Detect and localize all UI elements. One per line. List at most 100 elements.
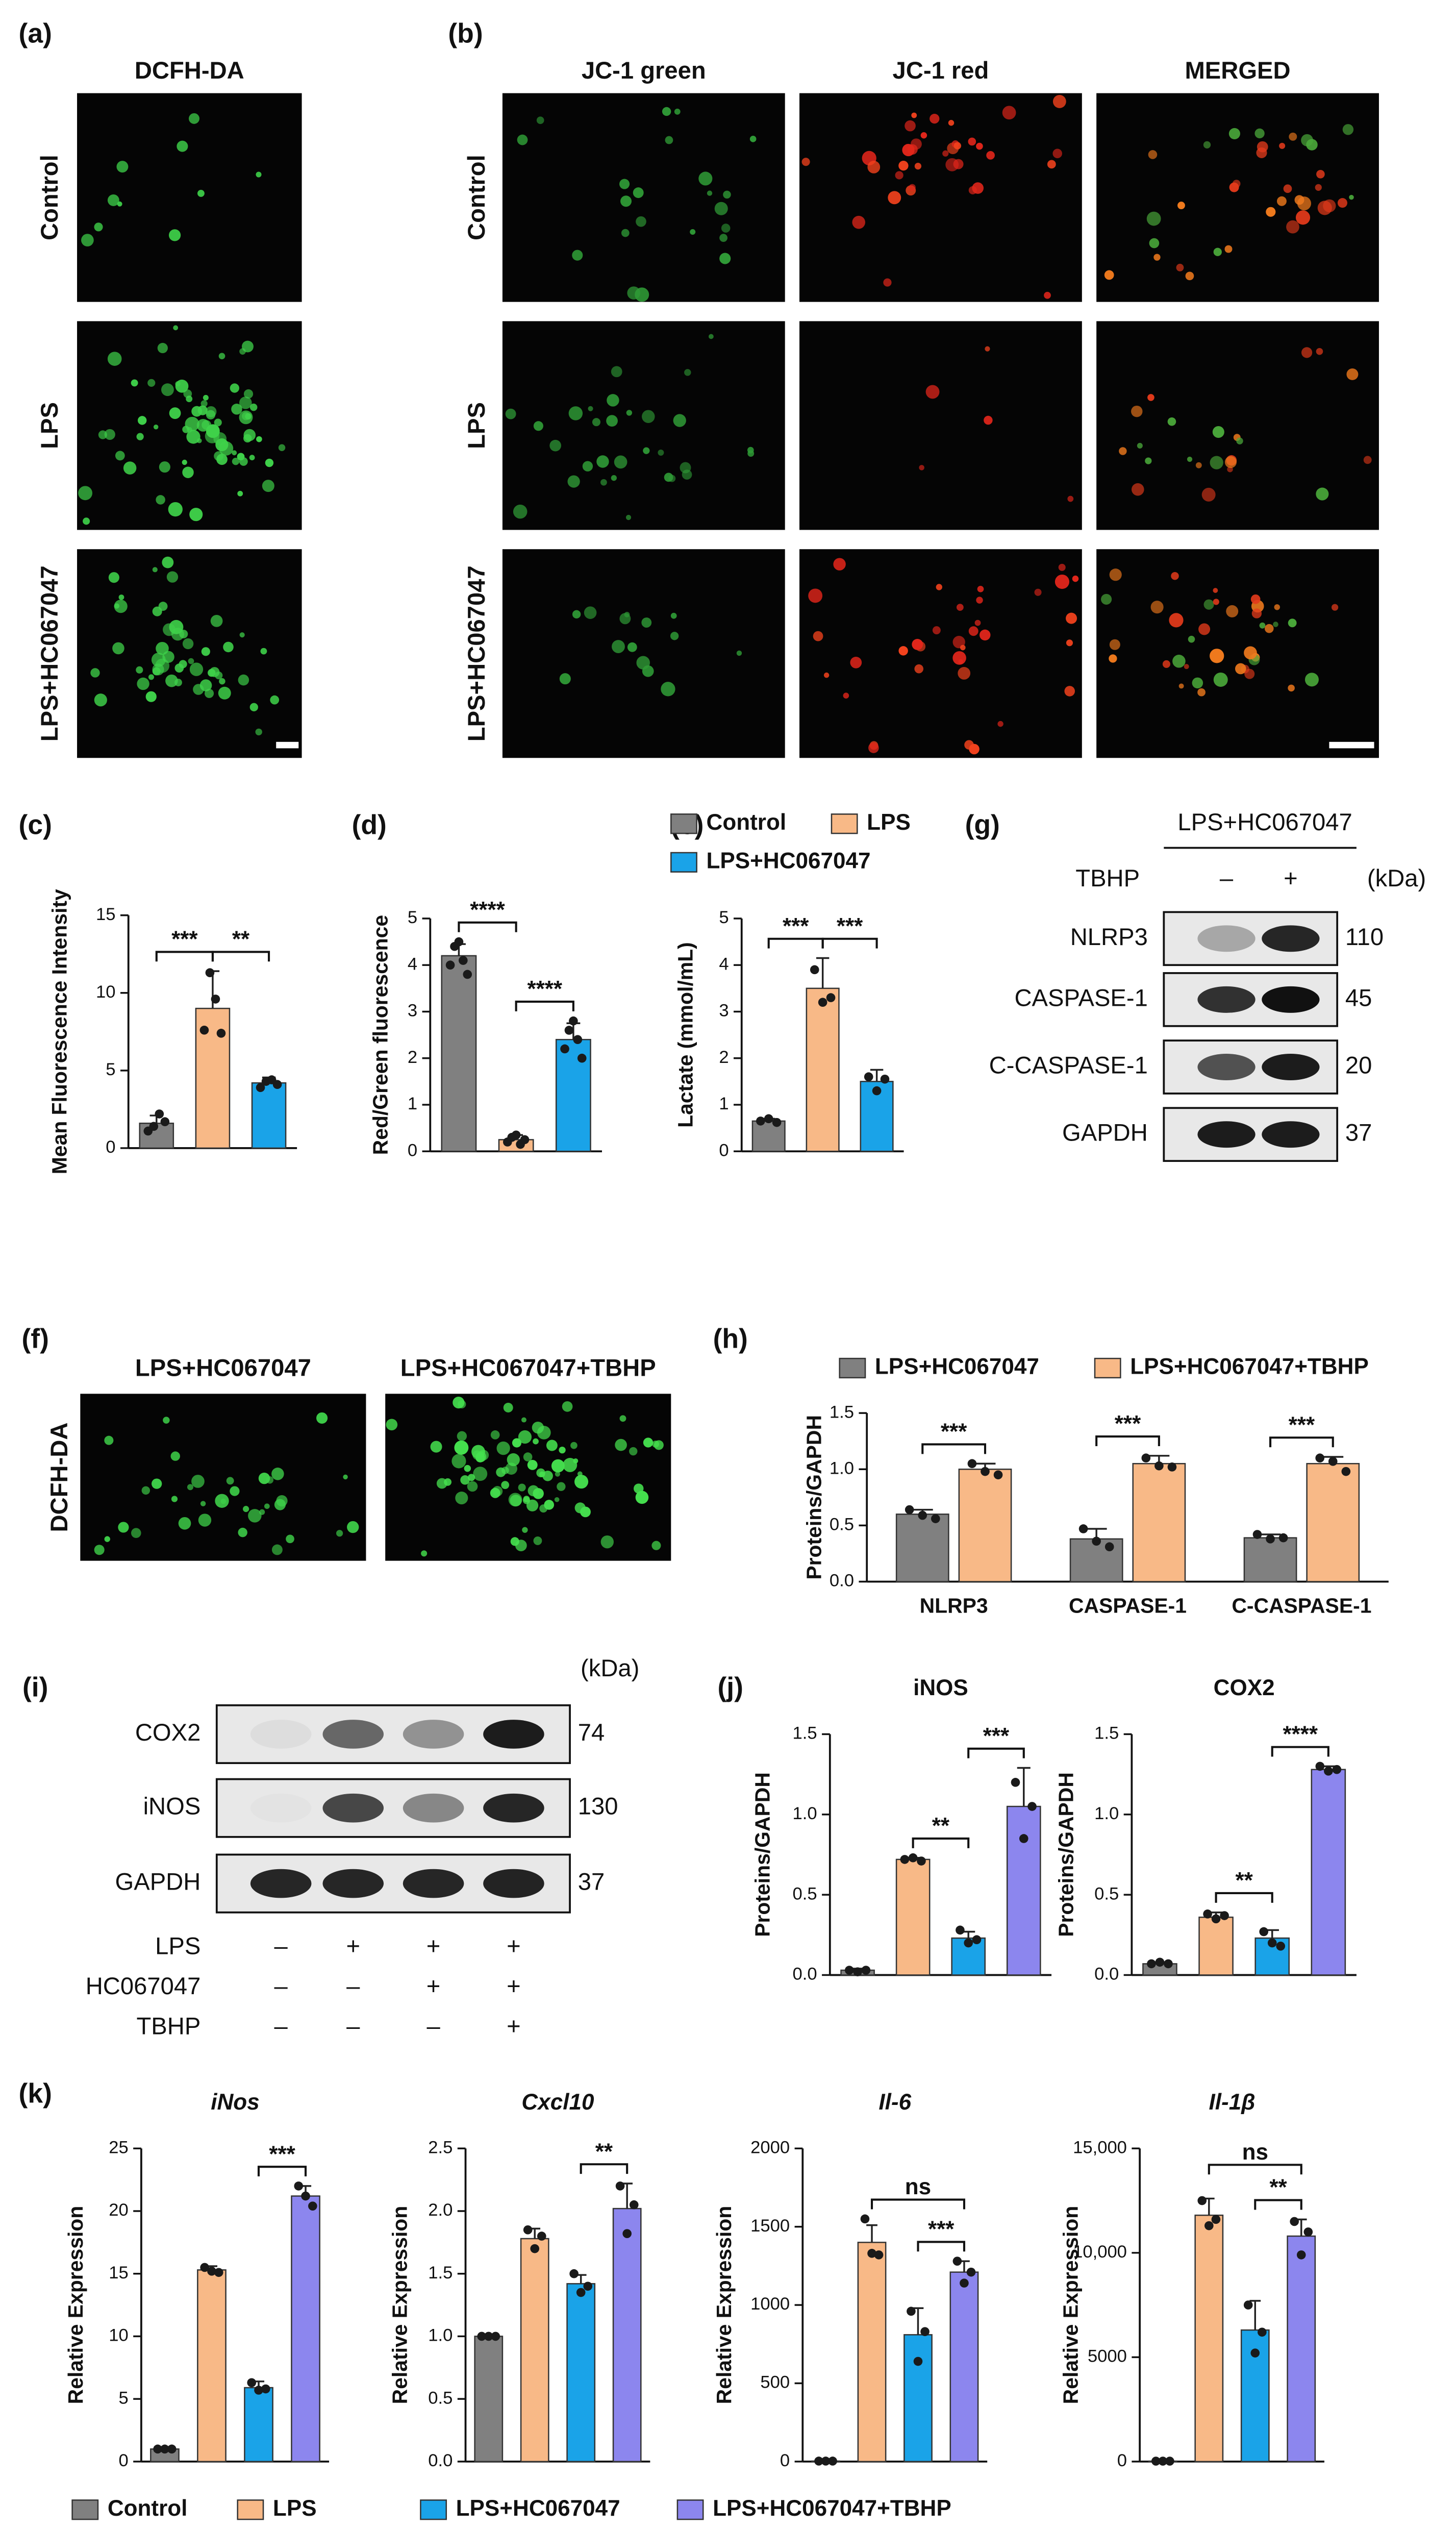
cell (682, 469, 692, 480)
y-tick-label: 25 (109, 2138, 129, 2157)
cell (808, 588, 823, 603)
cell (214, 418, 222, 427)
kda-label: 20 (1345, 1052, 1372, 1079)
cell (670, 612, 677, 619)
cell (131, 1528, 141, 1539)
legend-swatch (831, 813, 858, 834)
cell (1150, 601, 1164, 614)
chart-title: COX2 (1214, 1675, 1275, 1700)
cell (116, 161, 129, 173)
cell (925, 385, 940, 399)
data-point (254, 2386, 263, 2395)
cell (453, 1396, 465, 1409)
band (250, 1794, 312, 1823)
data-point (1141, 1453, 1151, 1463)
bar (197, 2269, 227, 2463)
data-point (205, 968, 215, 978)
cell (942, 150, 949, 157)
row-label: Control (36, 155, 63, 240)
kda-label: 130 (578, 1793, 618, 1820)
data-point (864, 1072, 873, 1082)
cell (256, 436, 262, 442)
data-point (1211, 2215, 1221, 2224)
cell (1213, 247, 1222, 256)
cell (850, 656, 862, 668)
cell (980, 629, 991, 641)
data-point (1078, 1524, 1088, 1533)
cell (83, 517, 90, 525)
cell (496, 1441, 510, 1455)
cell (243, 389, 254, 399)
y-tick-label: 2000 (750, 2138, 790, 2157)
cell (179, 660, 187, 668)
bar (1132, 1462, 1186, 1582)
bar (895, 1858, 931, 1976)
cell (171, 1496, 178, 1502)
cell (976, 142, 983, 150)
y-tick-label: 500 (760, 2373, 790, 2392)
bar (895, 1514, 949, 1582)
bar (251, 1082, 287, 1149)
condition-sign: + (426, 1973, 441, 2000)
legend-swatch (420, 2499, 447, 2520)
data-point (917, 1856, 926, 1866)
sig-label: ** (595, 2139, 613, 2164)
cell (914, 664, 923, 674)
cell (187, 1484, 194, 1491)
data-point (1154, 1461, 1164, 1471)
cell (522, 1527, 528, 1533)
data-point (573, 1035, 583, 1045)
cell (165, 674, 178, 687)
legend-swatch (1094, 1357, 1121, 1379)
sig-label: **** (527, 977, 562, 1002)
condition-sign: – (274, 2013, 288, 2040)
cell (112, 642, 124, 655)
cell (1289, 132, 1297, 141)
cell (460, 1475, 470, 1485)
cell (162, 651, 174, 663)
cell (1162, 660, 1170, 668)
cell (1349, 194, 1354, 200)
cell (905, 120, 916, 132)
condition-sign: + (507, 1932, 521, 1959)
cell (626, 410, 633, 416)
cell (1254, 128, 1265, 139)
cell (248, 1509, 262, 1523)
cell (177, 140, 188, 152)
cell (572, 250, 583, 261)
band (403, 1720, 464, 1749)
cell (118, 1522, 129, 1533)
error-bar (1017, 1767, 1031, 1807)
cell (651, 1541, 661, 1550)
cell (674, 108, 681, 115)
cell (574, 1502, 586, 1514)
cell (178, 1517, 191, 1530)
micrograph (502, 93, 785, 302)
cell (1228, 128, 1240, 140)
cell (592, 418, 600, 427)
y-tick-label: 5 (118, 2388, 128, 2408)
cell (336, 1530, 343, 1537)
cell (1363, 456, 1372, 464)
y-tick-label: 0.0 (428, 2451, 453, 2470)
row-label: DCFH-DA (46, 1423, 73, 1532)
y-tick-label: 1500 (750, 2216, 790, 2236)
cell (555, 1471, 560, 1477)
data-point (167, 2444, 177, 2454)
data-point (907, 2306, 916, 2316)
y-tick-label: 0 (408, 1140, 417, 1160)
cell (174, 679, 182, 686)
data-point (520, 1135, 530, 1145)
legend-label: LPS (273, 2496, 317, 2521)
micrograph (385, 1394, 671, 1561)
cell (936, 584, 942, 590)
condition-sign: – (346, 1973, 360, 2000)
y-tick-label: 3 (408, 1001, 417, 1021)
cell (1052, 148, 1062, 159)
chart-title: Il-1β (1209, 2090, 1256, 2115)
cell (232, 457, 240, 465)
cell (1317, 201, 1332, 215)
cell (749, 136, 757, 142)
panel-label: (h) (713, 1324, 748, 1354)
